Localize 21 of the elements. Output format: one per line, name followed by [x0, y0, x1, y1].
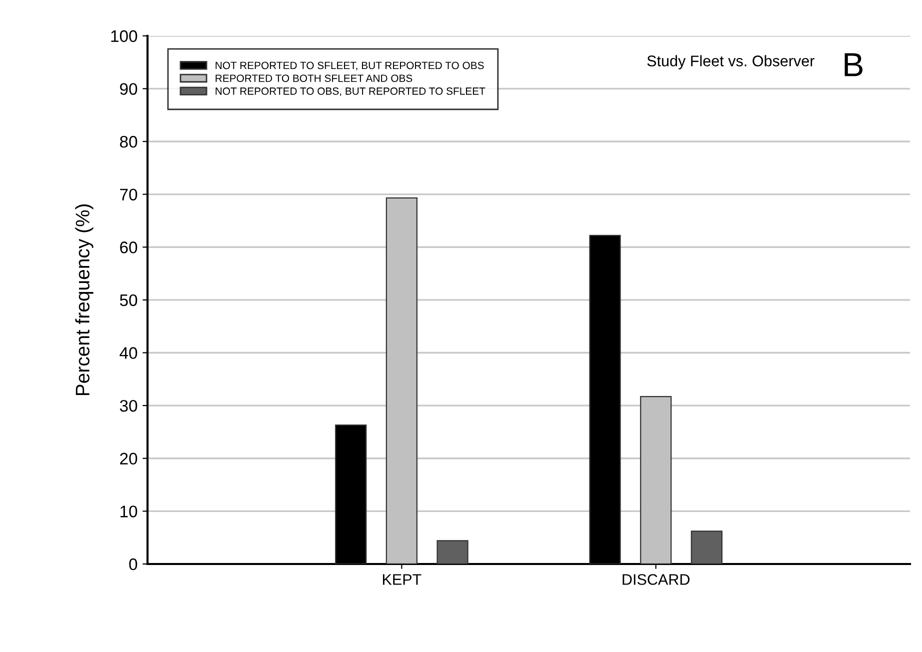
y-tick-label: 20: [120, 452, 138, 465]
annotation: Study Fleet vs. Observer: [647, 55, 814, 70]
bar: [690, 530, 722, 564]
legend-label: NOT REPORTED TO OBS, BUT REPORTED TO SFLEET: [216, 87, 486, 96]
y-tick-label: 100: [111, 30, 138, 42]
y-tick-label: 50: [120, 294, 138, 306]
y-tick-label: 80: [120, 136, 138, 148]
y-tick-label: 40: [120, 347, 138, 359]
legend-label: REPORTED TO BOTH SFLEET AND OBS: [216, 74, 412, 82]
legend-label: NOT REPORTED TO SFLEET, BUT REPORTED TO OBS: [216, 62, 484, 70]
y-tick-label: 70: [120, 188, 138, 200]
y-tick-label: 60: [120, 242, 138, 254]
x-tick-label: DISCARD: [622, 574, 690, 585]
x-tick-label: KEPT: [382, 574, 422, 585]
y-tick-label: 90: [120, 83, 138, 95]
y-tick-label: 10: [120, 506, 138, 518]
annotation: B: [844, 53, 863, 76]
y-tick-label: 0: [129, 558, 138, 570]
y-tick-label: 30: [120, 400, 138, 412]
bar: [436, 540, 468, 564]
y-axis-title: Percent frequency (%): [75, 204, 94, 396]
